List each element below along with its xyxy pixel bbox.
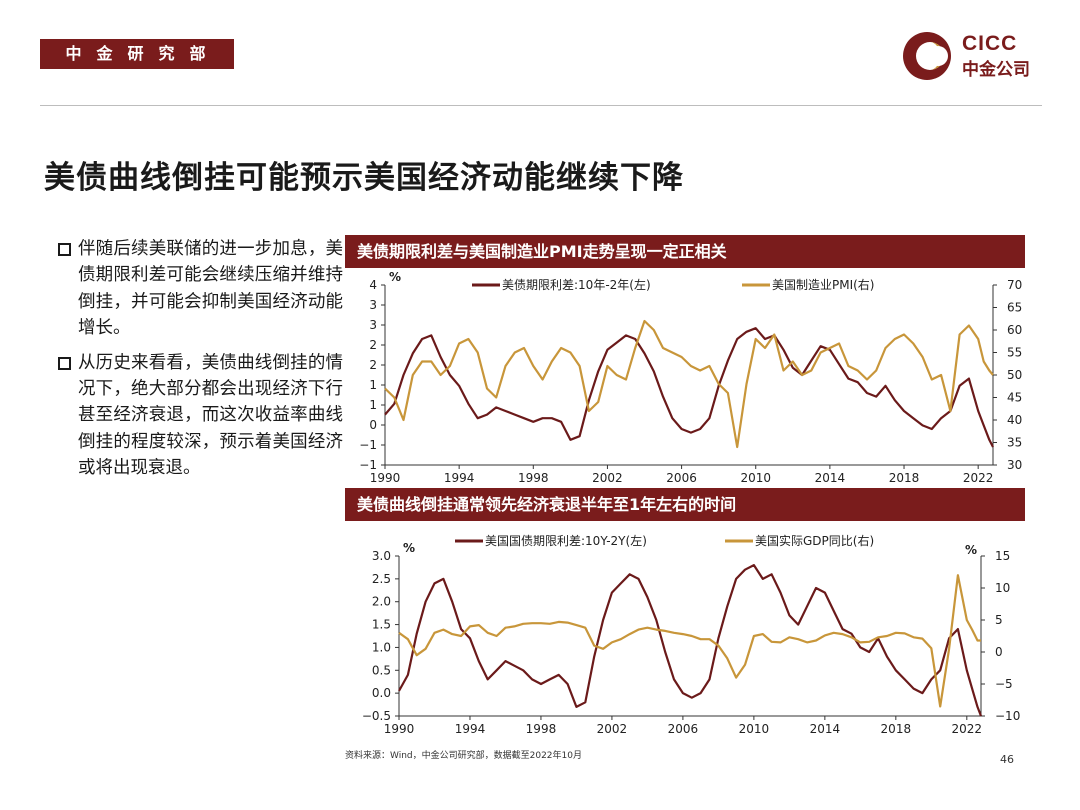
chart1-left-tick-label: 1 (369, 398, 377, 412)
chart2-left-tick-label: 2.0 (372, 595, 391, 609)
chart1-x-tick-label: 2014 (815, 471, 846, 485)
chart1-right-tick-label: 60 (1007, 323, 1022, 337)
chart1-right-tick-label: 65 (1007, 301, 1022, 315)
logo-text-cn: 中金公司 (962, 60, 1030, 80)
slide-title: 美债曲线倒挂可能预示美国经济动能继续下降 (44, 160, 684, 196)
chart2-right-tick-label: −5 (995, 677, 1013, 691)
header-divider (40, 105, 1042, 106)
chart2-right-tick-label: −10 (995, 709, 1020, 723)
chart1-title: 美债期限利差与美国制造业PMI走势呈现一定正相关 (345, 235, 1025, 268)
chart2-right-tick-label: 5 (995, 613, 1003, 627)
chart1-right-tick-label: 40 (1007, 413, 1022, 427)
chart1-left-tick-label: 3 (369, 318, 377, 332)
chart2-title: 美债曲线倒挂通常领先经济衰退半年至1年左右的时间 (345, 488, 1025, 521)
chart1-legend-label: 美债期限利差:10年-2年(左) (502, 277, 651, 292)
chart2-x-tick-label: 2018 (881, 722, 912, 736)
chart2-series-secondary-line (398, 574, 981, 708)
chart1-left-tick-label: 3 (369, 298, 377, 312)
chart2-left-tick-label: 0.0 (372, 686, 391, 700)
chart1-pmi-spread: 4 3 3 2 2 1 1 0 −1 −1 70 65 60 55 50 45 40 35 30 1990 1994 19… (359, 270, 1022, 485)
chart2-series-spread-line (398, 563, 983, 717)
chart1-left-tick-label: −1 (359, 458, 377, 472)
chart1-left-tick-label: 2 (369, 358, 377, 372)
square-bullet-icon (58, 356, 71, 370)
chart2-x-tick-label: 2002 (597, 722, 628, 736)
logo-text-en: CICC (962, 32, 1018, 55)
chart1-series-spread-line (384, 327, 994, 448)
chart1-right-tick-label: 55 (1007, 346, 1022, 360)
chart2-x-tick-label: 1994 (455, 722, 486, 736)
chart2-x-tick-label: 2010 (739, 722, 770, 736)
chart2-left-tick-label: 3.0 (372, 549, 391, 563)
chart2-x-tick-label: 1998 (526, 722, 557, 736)
chart1-x-tick-label: 1998 (518, 471, 549, 485)
department-label: 中金研究部 (40, 39, 234, 69)
chart2-x-tick-label: 2014 (810, 722, 841, 736)
bullet-item: 从历史来看看，美债曲线倒挂的情况下，绝大部分都会出现经济下行甚至经济衰退，而这次… (58, 350, 343, 482)
source-note: 资料来源：Wind，中金公司研究部，数据截至2022年10月 (345, 751, 582, 761)
cicc-logo-icon (903, 32, 951, 80)
chart2-left-unit: % (403, 541, 415, 555)
square-bullet-icon (58, 243, 71, 256)
chart1-left-tick-label: 2 (369, 338, 377, 352)
chart1-x-tick-label: 2018 (889, 471, 920, 485)
chart1-x-tick-label: 1990 (370, 471, 401, 485)
chart1-x-tick-label: 2022 (963, 471, 994, 485)
chart2-right-tick-label: 10 (995, 581, 1010, 595)
chart2-x-tick-label: 2006 (668, 722, 699, 736)
chart1-left-tick-label: −1 (359, 438, 377, 452)
bullet-text: 伴随后续美联储的进一步加息，美债期限利差可能会继续压缩并维持倒挂，并可能会抑制美… (78, 239, 343, 339)
chart1-left-tick-label: 1 (369, 378, 377, 392)
cicc-logo: CICC 中金公司 (900, 28, 1045, 84)
chart1-legend-label: 美国制造业PMI(右) (772, 277, 875, 292)
chart2-left-tick-label: 0.5 (372, 663, 391, 677)
chart2-legend-label: 美国实际GDP同比(右) (755, 533, 874, 548)
chart2-right-unit: % (965, 543, 977, 557)
chart2-left-tick-label: −0.5 (362, 709, 391, 723)
chart1-left-unit: % (389, 270, 401, 284)
chart2-x-tick-label: 2022 (952, 722, 983, 736)
chart2-legend-label: 美国国债期限利差:10Y-2Y(左) (485, 533, 647, 548)
chart1-x-tick-label: 2002 (592, 471, 623, 485)
bullet-item: 伴随后续美联储的进一步加息，美债期限利差可能会继续压缩并维持倒挂，并可能会抑制美… (58, 236, 343, 342)
bullet-list: 伴随后续美联储的进一步加息，美债期限利差可能会继续压缩并维持倒挂，并可能会抑制美… (58, 236, 343, 490)
chart2-left-tick-label: 1.0 (372, 640, 391, 654)
chart1-x-tick-label: 2006 (666, 471, 697, 485)
page-number: 46 (1000, 753, 1014, 766)
chart2-left-tick-label: 2.5 (372, 572, 391, 586)
bullet-text: 从历史来看看，美债曲线倒挂的情况下，绝大部分都会出现经济下行甚至经济衰退，而这次… (78, 352, 343, 479)
chart1-right-tick-label: 30 (1007, 458, 1022, 472)
chart2-x-tick-label: 1990 (384, 722, 415, 736)
chart2-gdp-spread: 3.0 2.5 2.0 1.5 1.0 0.5 0.0 −0.5 15 10 5 0 −5 −10 1990… (362, 533, 1020, 736)
chart1-series-secondary-line (384, 319, 994, 449)
chart1-left-tick-label: 4 (369, 278, 377, 292)
chart2-right-tick-label: 15 (995, 549, 1010, 563)
chart1-x-tick-label: 2010 (740, 471, 771, 485)
chart1-left-tick-label: 0 (369, 418, 377, 432)
chart1-right-tick-label: 70 (1007, 278, 1022, 292)
chart1-right-tick-label: 35 (1007, 436, 1022, 450)
chart2-right-tick-label: 0 (995, 645, 1003, 659)
chart1-right-tick-label: 50 (1007, 368, 1022, 382)
chart2-left-tick-label: 1.5 (372, 618, 391, 632)
chart1-x-tick-label: 1994 (444, 471, 475, 485)
chart1-right-tick-label: 45 (1007, 391, 1022, 405)
